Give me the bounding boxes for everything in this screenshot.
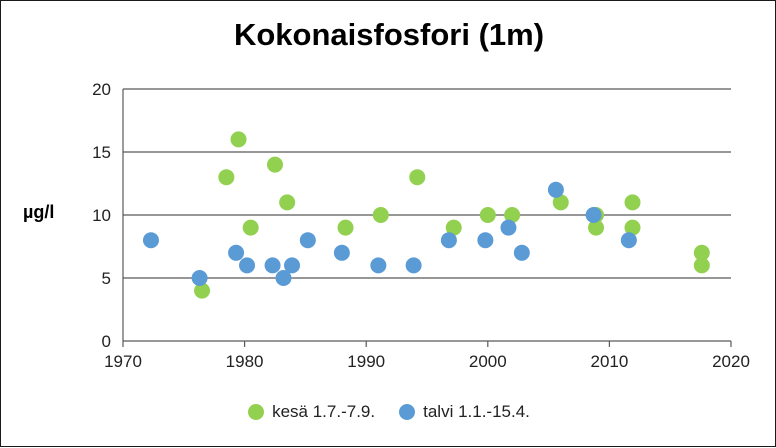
legend-label-summer: kesä 1.7.-7.9. bbox=[272, 402, 376, 421]
x-tick-label: 2010 bbox=[590, 352, 628, 371]
summer-data-point bbox=[267, 156, 283, 173]
summer-data-point bbox=[552, 194, 569, 211]
y-tick-label: 20 bbox=[92, 80, 111, 99]
winter-data-point bbox=[585, 207, 602, 223]
winter-data-point bbox=[500, 219, 517, 236]
winter-data-point bbox=[142, 232, 159, 249]
y-tick-label: 5 bbox=[102, 269, 111, 288]
winter-data-point bbox=[547, 181, 564, 198]
gridlines bbox=[123, 88, 731, 279]
y-tick-label: 15 bbox=[92, 143, 111, 162]
summer-data-point bbox=[230, 131, 247, 148]
winter-data-point bbox=[275, 270, 292, 286]
winter-data-point bbox=[264, 257, 281, 274]
winter-data-point bbox=[299, 232, 316, 249]
summer-data-point bbox=[372, 207, 389, 223]
winter-data-point bbox=[333, 244, 350, 261]
chart-title: Kokonaisfosfori (1m) bbox=[233, 17, 545, 52]
legend: kesä 1.7.-7.9. talvi 1.1.-15.4. bbox=[1, 402, 776, 422]
summer-data-point bbox=[624, 194, 641, 211]
y-tick-label: 0 bbox=[102, 332, 111, 351]
summer-data-point bbox=[504, 207, 521, 223]
x-tick-label: 1990 bbox=[347, 352, 385, 371]
winter-data-point bbox=[620, 232, 637, 249]
winter-data-point bbox=[228, 244, 245, 261]
legend-item-summer: kesä 1.7.-7.9. bbox=[248, 402, 375, 422]
summer-data-point bbox=[242, 219, 259, 236]
y-tick-label: 10 bbox=[92, 206, 111, 225]
summer-data-point bbox=[693, 244, 710, 261]
summer-data-point bbox=[624, 219, 641, 236]
summer-data-point bbox=[588, 219, 605, 236]
summer-data-point bbox=[445, 219, 462, 236]
winter-data-point bbox=[405, 257, 422, 274]
summer-data-point bbox=[279, 194, 296, 211]
legend-marker-summer bbox=[248, 404, 265, 420]
winter-data-point bbox=[191, 270, 208, 286]
winter-data-point bbox=[370, 257, 387, 274]
x-tick-label: 2020 bbox=[712, 352, 750, 371]
summer-data-point bbox=[409, 169, 426, 186]
tick-labels: 0 5 10 15 20 1970 1980 1990 2000 2010 2020 bbox=[92, 80, 750, 371]
winter-data-point bbox=[513, 244, 530, 261]
winter-data-point bbox=[239, 257, 256, 274]
winter-data-point bbox=[440, 232, 457, 249]
summer-data-point bbox=[693, 257, 710, 274]
summer-data-point bbox=[218, 169, 235, 186]
legend-label-winter: talvi 1.1.-15.4. bbox=[423, 402, 530, 421]
summer-data-point bbox=[479, 207, 496, 223]
x-tick-label: 1980 bbox=[226, 352, 264, 371]
winter-data-point bbox=[284, 257, 301, 274]
winter-data-point bbox=[477, 232, 494, 249]
summer-data-point bbox=[194, 282, 211, 299]
y-axis-label: µg/l bbox=[23, 202, 55, 222]
x-tick-label: 1970 bbox=[104, 352, 142, 371]
summer-data-point bbox=[337, 219, 354, 236]
axes bbox=[122, 89, 732, 347]
x-tick-label: 2000 bbox=[469, 352, 507, 371]
data-points bbox=[142, 131, 710, 299]
legend-item-winter: talvi 1.1.-15.4. bbox=[399, 402, 530, 422]
legend-marker-winter bbox=[399, 404, 416, 420]
